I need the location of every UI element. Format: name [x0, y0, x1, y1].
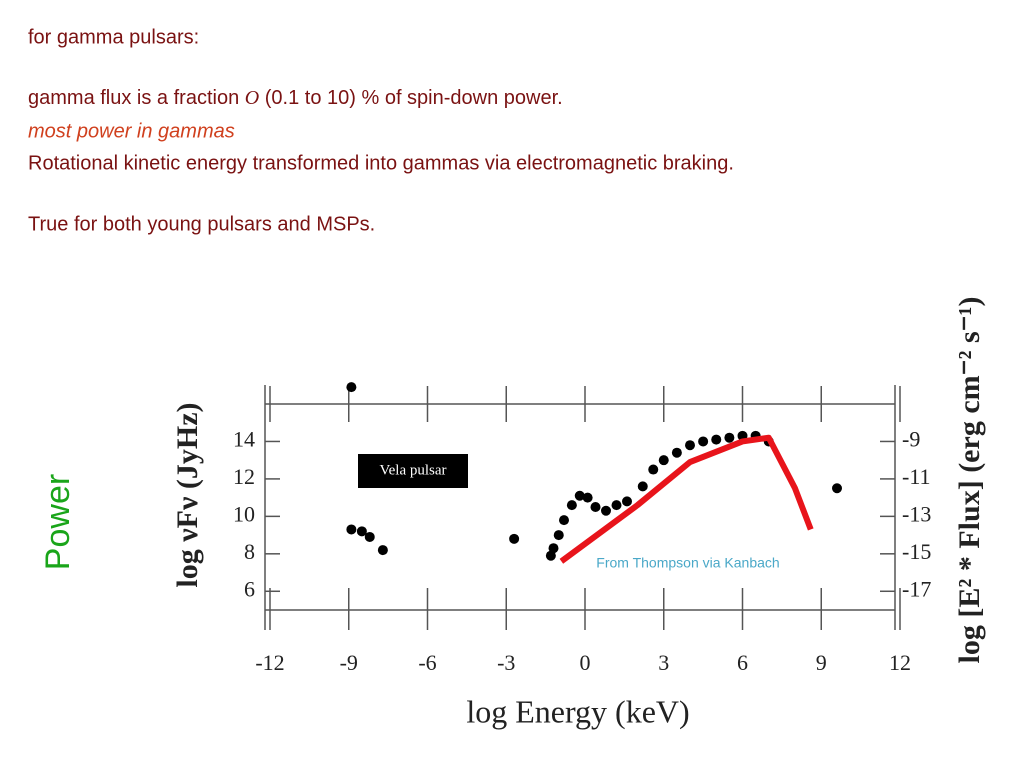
data-point — [637, 481, 648, 492]
text: (0.1 to 10) % of spin-down power. — [259, 87, 563, 109]
data-point — [658, 455, 669, 466]
data-point — [622, 496, 632, 507]
data-point — [553, 530, 564, 541]
annotation: Vela pulsar — [379, 462, 446, 478]
y-tick-label: 6 — [244, 576, 255, 601]
data-point — [698, 436, 709, 447]
data-point — [574, 490, 585, 501]
data-point — [711, 434, 722, 445]
x-tick-label: -6 — [418, 650, 436, 675]
text: gamma flux is a fraction — [28, 87, 245, 109]
data-point — [356, 526, 367, 537]
model-curve — [559, 434, 814, 564]
x-tick-label: -12 — [255, 650, 284, 675]
y2-axis-label: log [E² * Flux] (erg cm⁻² s⁻¹) — [953, 297, 986, 664]
text-line: True for both young pulsars and MSPs. — [28, 213, 375, 235]
data-point — [548, 543, 559, 554]
data-point — [601, 505, 611, 516]
data-point — [566, 500, 577, 511]
x-tick-label: 12 — [889, 650, 911, 675]
x-tick-label: 3 — [658, 650, 669, 675]
y-tick-label: 14 — [233, 427, 255, 452]
x-axis-label: log Energy (keV) — [466, 693, 689, 729]
x-tick-label: 9 — [816, 650, 827, 675]
data-point — [724, 432, 735, 443]
text-line: for gamma pulsars: — [28, 26, 199, 48]
data-point — [671, 447, 682, 458]
data-point — [559, 515, 569, 526]
text-line: gamma flux is a fraction O (0.1 to 10) %… — [28, 87, 563, 110]
y2-tick-label: -13 — [902, 501, 931, 526]
data-point — [346, 382, 357, 393]
side-label: Power — [39, 474, 77, 570]
data-point — [611, 500, 622, 511]
text-line: Rotational kinetic energy transformed in… — [28, 152, 734, 174]
data-point — [509, 533, 520, 544]
annotation: From Thompson via Kanbach — [596, 555, 779, 571]
data-point — [377, 545, 388, 556]
data-point — [582, 492, 593, 503]
data-point — [685, 440, 695, 451]
y-tick-label: 10 — [233, 501, 255, 526]
y2-tick-label: -17 — [902, 576, 931, 601]
y-tick-label: 8 — [244, 539, 255, 564]
x-tick-label: -3 — [497, 650, 515, 675]
x-tick-label: 0 — [580, 650, 591, 675]
data-point — [346, 524, 357, 535]
data-point — [590, 502, 601, 512]
data-point — [832, 483, 842, 494]
y-tick-label: 12 — [233, 464, 255, 489]
x-tick-label: 6 — [737, 650, 748, 675]
x-tick-label: -9 — [340, 650, 358, 675]
y2-tick-label: -9 — [902, 427, 920, 452]
data-point — [364, 531, 375, 542]
y2-tick-label: -11 — [902, 464, 931, 489]
y2-tick-label: -15 — [902, 539, 931, 564]
y-axis-label: log νFν (JyHz) — [171, 402, 204, 587]
annotation-box — [358, 454, 468, 488]
text-line: most power in gammas — [28, 120, 235, 142]
data-point — [648, 464, 659, 475]
text: O — [245, 87, 259, 109]
